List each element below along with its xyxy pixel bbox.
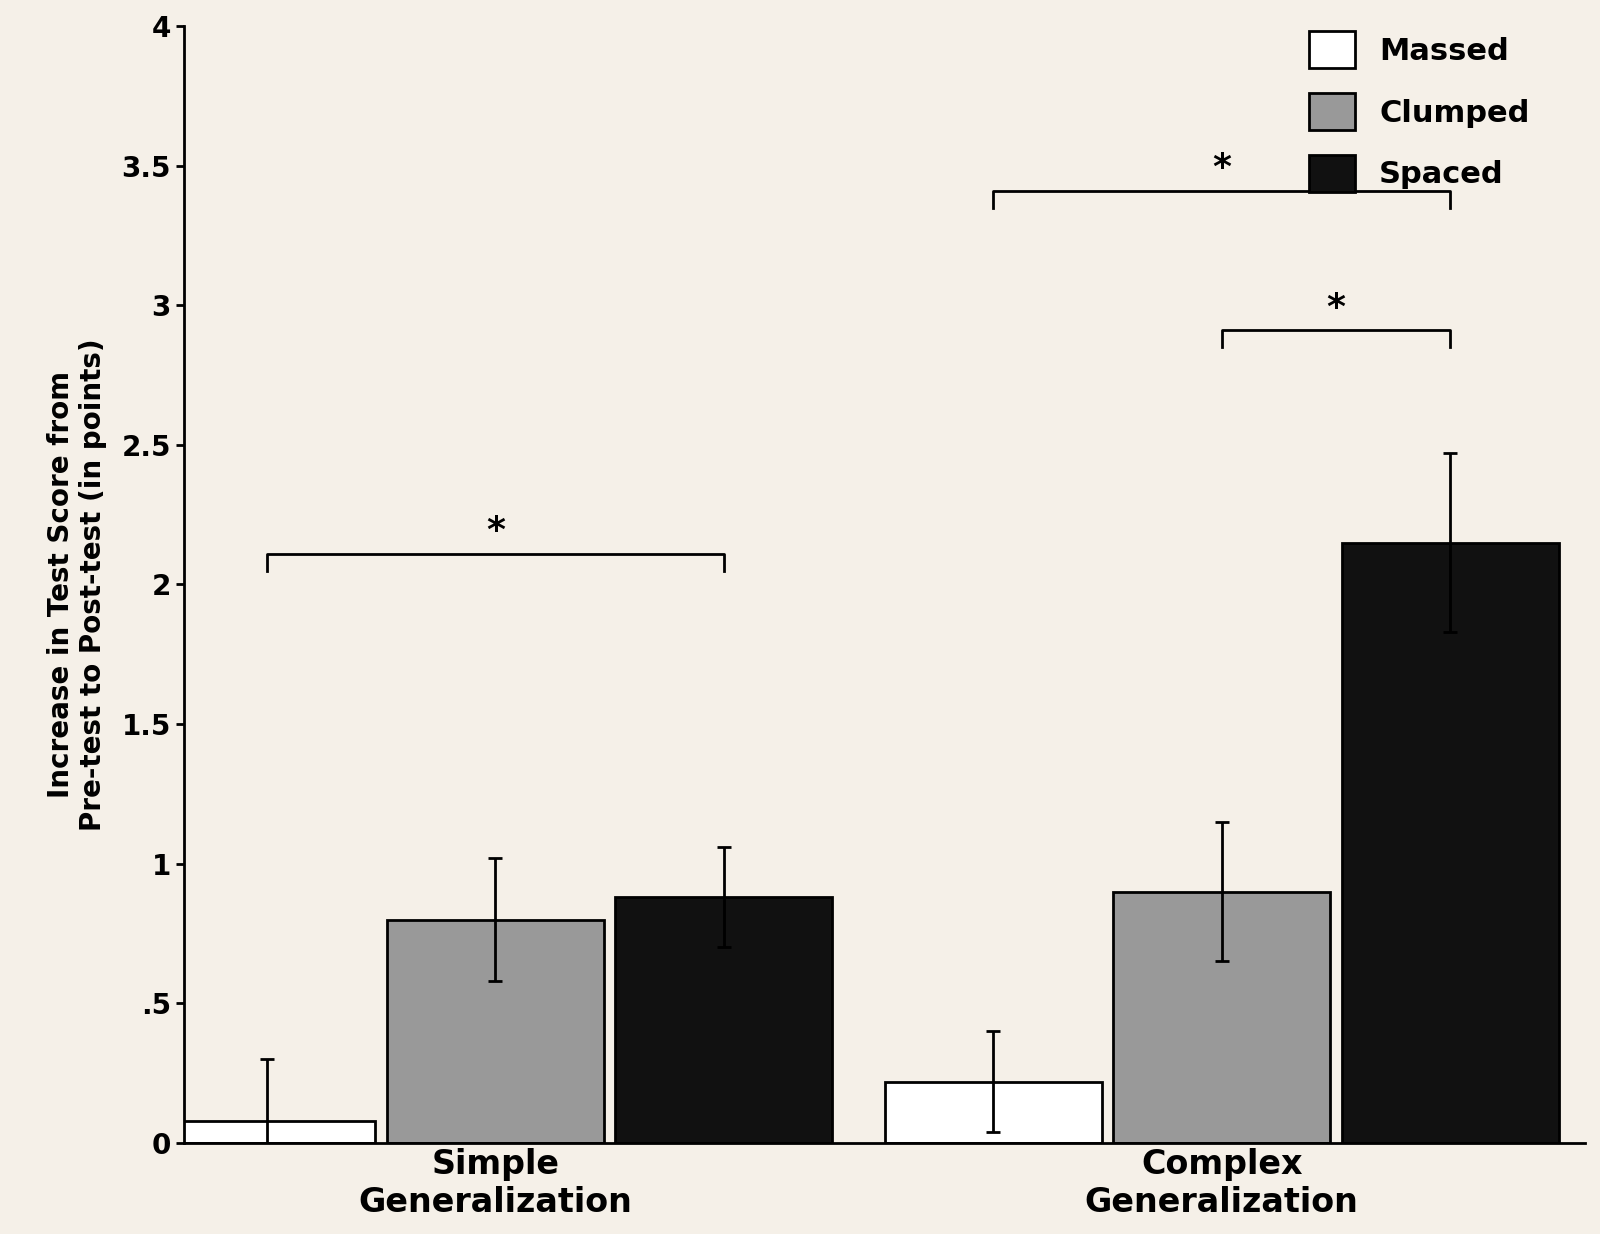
Text: *: * (1326, 291, 1346, 325)
Bar (614, 897, 832, 1143)
Bar (1342, 543, 1558, 1143)
Bar (158, 1120, 376, 1143)
Bar (1114, 892, 1330, 1143)
Bar (387, 919, 603, 1143)
Text: *: * (486, 515, 506, 548)
Text: *: * (1213, 151, 1232, 185)
Y-axis label: Increase in Test Score from
Pre-test to Post-test (in points): Increase in Test Score from Pre-test to … (46, 338, 107, 830)
Bar (885, 1081, 1102, 1143)
Legend: Massed, Clumped, Spaced: Massed, Clumped, Spaced (1296, 19, 1542, 204)
